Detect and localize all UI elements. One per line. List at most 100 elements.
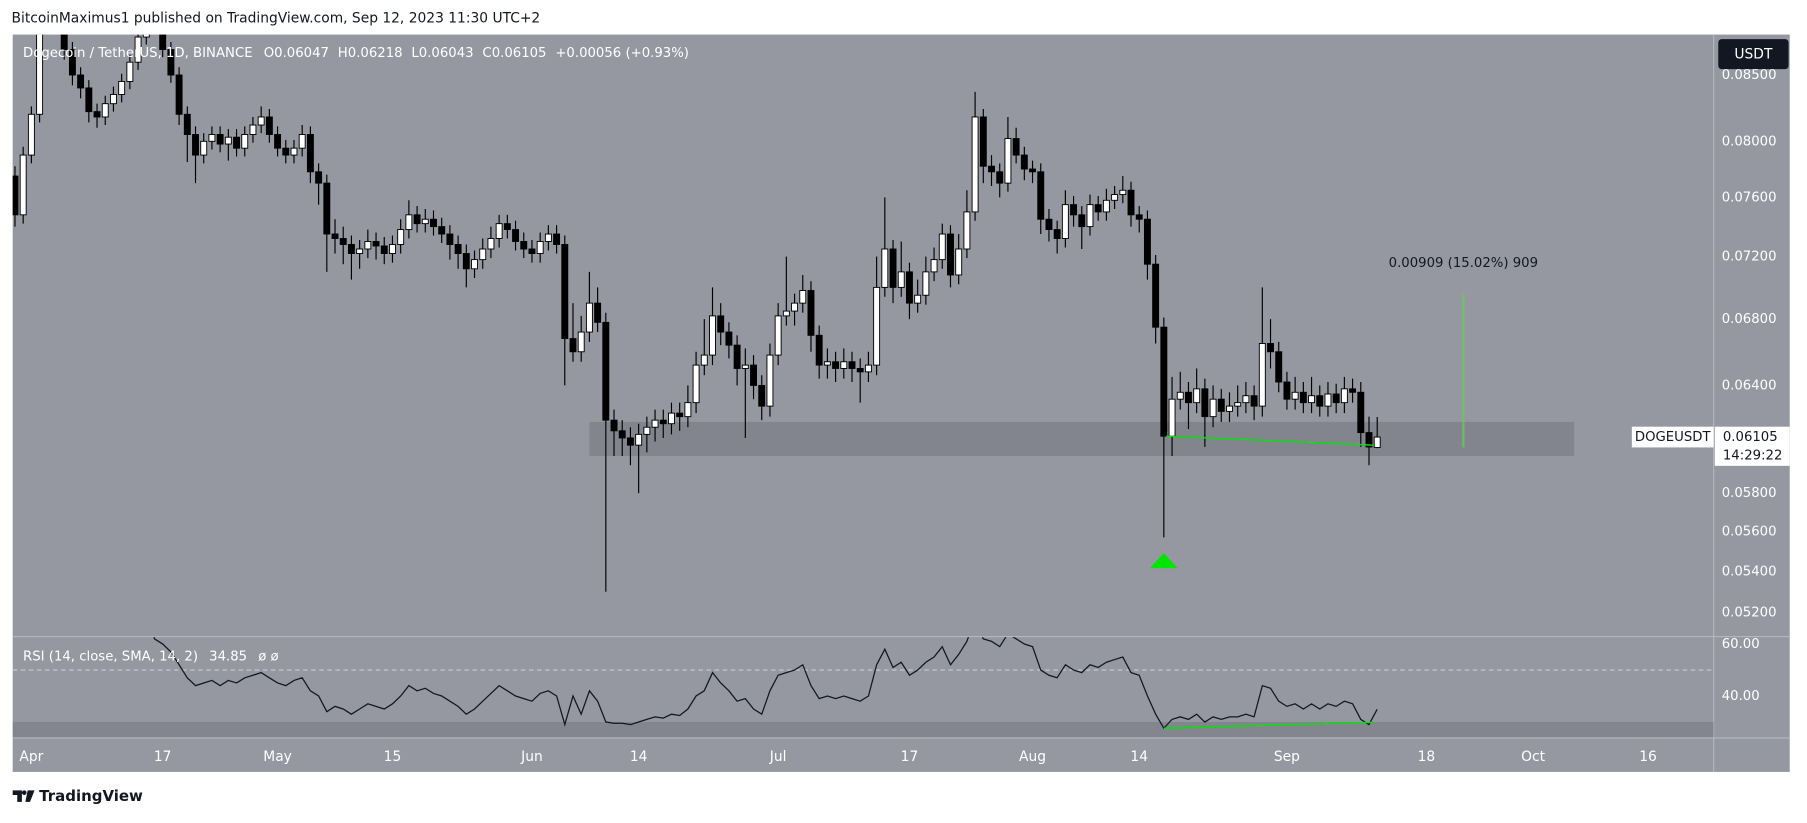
candle-body bbox=[774, 315, 782, 356]
candle-body bbox=[249, 124, 257, 135]
candle-body bbox=[1283, 381, 1291, 400]
candle-body bbox=[807, 290, 815, 336]
candle-body bbox=[700, 354, 708, 366]
candle-body bbox=[889, 248, 897, 288]
candle-body bbox=[988, 165, 995, 173]
x-tick-label: Apr bbox=[19, 749, 43, 765]
candle-body bbox=[1234, 402, 1242, 407]
publish-info: BitcoinMaximus1 published on TradingView… bbox=[12, 10, 541, 26]
rsi-flags: ø ø bbox=[258, 650, 278, 665]
candle-body bbox=[840, 361, 848, 369]
candle-body bbox=[413, 214, 421, 225]
candle-body bbox=[881, 248, 889, 288]
y-tick-label: 0.05200 bbox=[1722, 606, 1777, 621]
candle-body bbox=[938, 233, 946, 261]
candle-body bbox=[766, 354, 774, 407]
candle-body bbox=[594, 302, 602, 323]
x-tick-label: 16 bbox=[1639, 749, 1657, 765]
candle-body bbox=[1275, 351, 1283, 383]
candle-body bbox=[27, 113, 35, 156]
candle-body bbox=[1111, 194, 1119, 201]
candle-body bbox=[192, 134, 199, 156]
legend: Dogecoin / TetherUS, 1D, BINANCE O0.0604… bbox=[23, 46, 689, 61]
y-tick-label: 0.06400 bbox=[1722, 378, 1777, 393]
candle-body bbox=[389, 244, 396, 255]
candle-body bbox=[1349, 388, 1357, 393]
currency-button-bg[interactable] bbox=[1718, 39, 1789, 70]
x-tick-label: 14 bbox=[630, 749, 648, 765]
last-price: 0.06105 bbox=[1723, 430, 1778, 445]
candle-body bbox=[979, 116, 987, 167]
candle-body bbox=[692, 364, 700, 404]
overlay: 0.05200 0.05400 0.05600 0.05800 0.06400 0.068… bbox=[19, 68, 1790, 765]
rsi-tick-label: 40.00 bbox=[1722, 689, 1760, 704]
symbol: Dogecoin / TetherUS, 1D, BINANCE bbox=[23, 46, 253, 61]
candle-body bbox=[1086, 204, 1094, 228]
y-tick-label: 0.05400 bbox=[1722, 564, 1777, 579]
candle-body bbox=[1135, 214, 1143, 220]
candle-body bbox=[77, 74, 85, 89]
candle-body bbox=[791, 302, 799, 312]
candle-body bbox=[1143, 218, 1151, 265]
y-tick-label: 0.05600 bbox=[1722, 525, 1777, 540]
logo-icon bbox=[12, 790, 35, 802]
candle-body bbox=[848, 361, 856, 369]
candle-body bbox=[815, 334, 823, 366]
y-tick-label: 0.06800 bbox=[1722, 312, 1777, 327]
candle-body bbox=[1340, 388, 1348, 404]
candle-body bbox=[405, 214, 413, 231]
x-tick-label: 14 bbox=[1130, 749, 1148, 765]
candle-body bbox=[462, 253, 470, 270]
candle-body bbox=[758, 384, 766, 407]
candle-body bbox=[200, 140, 208, 156]
candle-body bbox=[709, 315, 716, 356]
candle-body bbox=[1061, 204, 1069, 239]
candle-body bbox=[1020, 154, 1028, 170]
candle-body bbox=[1012, 138, 1020, 156]
candle-body bbox=[471, 259, 478, 270]
candle-body bbox=[479, 248, 487, 261]
candle-body bbox=[487, 238, 495, 250]
x-tick-label: Sep bbox=[1274, 749, 1300, 765]
candle-body bbox=[1193, 388, 1201, 404]
candle-body bbox=[109, 94, 117, 105]
candle-body bbox=[643, 426, 651, 435]
candle-body bbox=[1094, 204, 1102, 213]
candle-body bbox=[216, 134, 224, 145]
candle-body bbox=[380, 245, 388, 255]
candle-body bbox=[1168, 398, 1176, 437]
candle-body bbox=[856, 368, 864, 373]
candle-body bbox=[610, 419, 618, 432]
candle-body bbox=[142, 34, 150, 38]
ticker-box bbox=[1631, 426, 1714, 448]
candle-body bbox=[159, 34, 167, 51]
candle-body bbox=[1045, 218, 1053, 231]
candle-body bbox=[265, 116, 273, 135]
rsi-trendline bbox=[1163, 721, 1374, 729]
candle-body bbox=[585, 302, 593, 333]
candle-body bbox=[339, 238, 347, 245]
candle-body bbox=[717, 315, 725, 333]
candle-body bbox=[233, 136, 240, 149]
candle-body bbox=[1185, 391, 1192, 404]
candle-body bbox=[1102, 199, 1110, 213]
candle-body bbox=[68, 49, 76, 76]
currency-label[interactable]: USDT bbox=[1734, 47, 1773, 63]
candle-body bbox=[454, 244, 462, 255]
candle-body bbox=[364, 241, 372, 250]
candle-body bbox=[618, 430, 626, 439]
candle-body bbox=[1152, 263, 1160, 328]
candle-body bbox=[397, 229, 405, 245]
candle-body bbox=[372, 241, 380, 247]
y-tick-label: 0.08000 bbox=[1722, 134, 1777, 149]
rsi-line bbox=[153, 637, 1378, 730]
rsi-title: RSI (14, close, SMA, 14, 2) bbox=[23, 650, 198, 665]
candle-body bbox=[1365, 432, 1373, 448]
signal-arrow bbox=[1150, 553, 1178, 569]
currency-button[interactable]: USDT bbox=[1718, 39, 1789, 70]
x-tick-label: Aug bbox=[1019, 749, 1046, 765]
x-tick-label: Jul bbox=[769, 749, 787, 765]
ohlc-prefix: H bbox=[338, 46, 348, 61]
candle-body bbox=[996, 171, 1004, 184]
